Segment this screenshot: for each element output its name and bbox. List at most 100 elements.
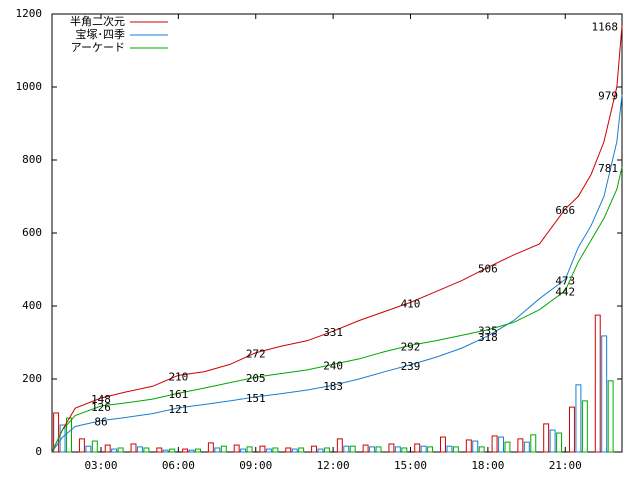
bar [523,441,530,453]
bar [104,444,111,453]
bar [298,447,305,453]
bar [446,445,453,453]
data-label: 410 [401,297,421,310]
bar [59,424,66,453]
bar [272,447,279,453]
bar [401,447,408,453]
data-label: 121 [168,403,188,416]
bar [472,440,479,453]
bar [414,443,421,453]
bar [336,438,343,453]
bar [53,412,60,453]
bar [323,447,330,453]
bar [91,440,98,453]
bar [517,438,524,453]
bar [601,335,608,453]
bar [220,445,227,453]
legend-label: 宝塚･四季 [76,27,126,41]
x-tick-label: 21:00 [549,459,582,472]
bar [311,445,318,453]
bar [117,447,124,453]
x-tick-label: 12:00 [317,459,350,472]
y-tick-label: 800 [22,153,42,166]
bar [556,432,563,453]
x-tick-label: 15:00 [394,459,427,472]
bar [465,439,472,453]
bar [549,429,556,453]
line [51,166,623,453]
data-label: 161 [168,388,188,401]
x-tick-label: 03:00 [84,459,117,472]
bar [530,434,537,453]
bar [130,443,137,453]
data-label: 318 [478,331,498,344]
data-label: 331 [323,326,343,339]
bar [427,446,434,453]
data-label: 148 [91,393,111,406]
bar [349,445,356,453]
legend-label: 半角二次元 [70,14,125,28]
data-label: 442 [555,286,575,299]
y-tick-label: 600 [22,226,42,239]
y-tick-label: 400 [22,299,42,312]
bar [420,445,427,453]
bar [156,447,163,453]
data-label: 506 [478,262,498,275]
y-tick-label: 1200 [16,7,43,20]
data-label: 979 [598,90,618,103]
bar [440,436,446,453]
data-label: 666 [555,204,575,217]
bar [388,443,395,453]
bar [478,446,485,453]
bar [85,445,92,453]
bar [240,448,247,453]
data-label: 183 [323,380,343,393]
bar [214,447,221,453]
data-label: 126 [91,401,111,414]
x-tick-label: 18:00 [471,459,504,472]
bar [369,446,376,453]
bar [169,448,176,453]
y-tick-label: 1000 [16,80,43,93]
bar [188,449,195,453]
bar [207,442,214,453]
data-label: 335 [478,325,498,338]
bar [362,444,369,453]
data-label: 240 [323,359,343,372]
line [51,25,623,453]
bar [78,438,85,453]
x-tick-label: 09:00 [239,459,272,472]
y-tick-label: 0 [35,445,42,458]
bar [246,446,253,453]
bar [233,444,240,453]
data-label: 473 [555,274,575,287]
bar [543,423,550,453]
bar [136,446,143,453]
bar [285,447,292,453]
data-label: 292 [401,340,421,353]
line [51,94,623,453]
y-tick-label: 200 [22,372,42,385]
data-label: 210 [168,370,188,383]
bar [195,448,201,453]
bar [343,445,350,453]
bar [182,448,189,453]
legend-label: アーケード [71,41,125,54]
bar [491,435,498,453]
data-label: 781 [598,162,618,175]
bar [568,406,575,453]
data-label: 272 [246,348,266,361]
bar [291,448,298,453]
bar [143,447,150,453]
data-label: 239 [401,360,421,373]
bar [498,436,505,453]
bar [607,380,614,453]
bar [581,400,588,453]
bar [317,448,324,453]
x-tick-label: 06:00 [162,459,195,472]
bar [452,446,459,453]
data-label: 86 [94,416,107,429]
bar [259,445,266,453]
bar [594,314,601,453]
